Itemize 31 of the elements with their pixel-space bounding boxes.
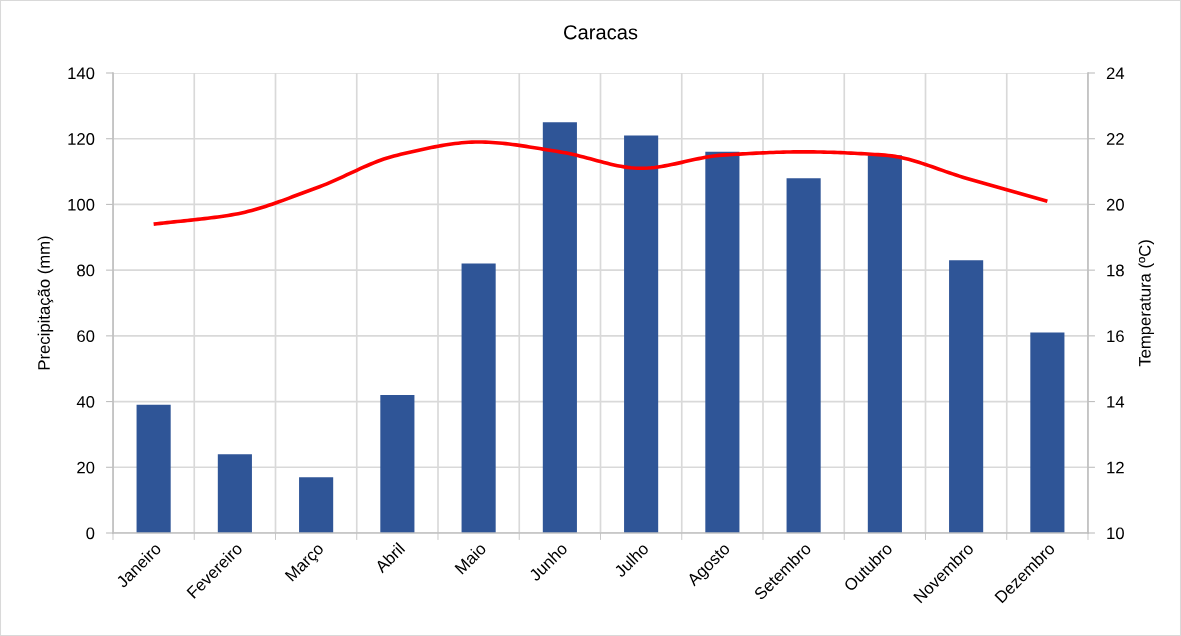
bar (705, 151, 740, 533)
y-axis-title: Precipitação (mm) (37, 236, 54, 370)
chart-title: Caracas (564, 25, 638, 40)
bar (786, 178, 821, 533)
bar (136, 404, 171, 533)
bar (949, 260, 984, 533)
bar (380, 395, 415, 533)
bar (217, 454, 252, 533)
y-tick-label: 20 (77, 461, 95, 474)
y2-tick-label: 16 (1107, 330, 1124, 343)
bar (1030, 332, 1065, 533)
y2-tick-label: 24 (1106, 67, 1125, 80)
y2-tick-label: 22 (1106, 133, 1124, 145)
y2-tick-label: 20 (1106, 198, 1124, 211)
bar (461, 263, 496, 533)
y-tick-label: 120 (68, 133, 95, 145)
y2-tick-label: 12 (1107, 461, 1124, 474)
y2-axis-title: Temperatura (ºC) (1138, 240, 1155, 367)
bar (299, 477, 334, 533)
bar (624, 135, 659, 533)
y-tick-label: 100 (68, 198, 95, 211)
y-tick-label: 140 (68, 67, 95, 80)
y-tick-label: 0 (86, 527, 95, 540)
y2-tick-label: 18 (1107, 264, 1124, 277)
y-tick-label: 60 (77, 330, 95, 343)
bar (867, 155, 902, 533)
y2-tick-label: 14 (1107, 396, 1125, 408)
y-tick-label: 40 (76, 395, 95, 408)
y2-tick-label: 10 (1107, 527, 1124, 540)
y-tick-label: 80 (77, 264, 95, 277)
bar (542, 122, 577, 533)
